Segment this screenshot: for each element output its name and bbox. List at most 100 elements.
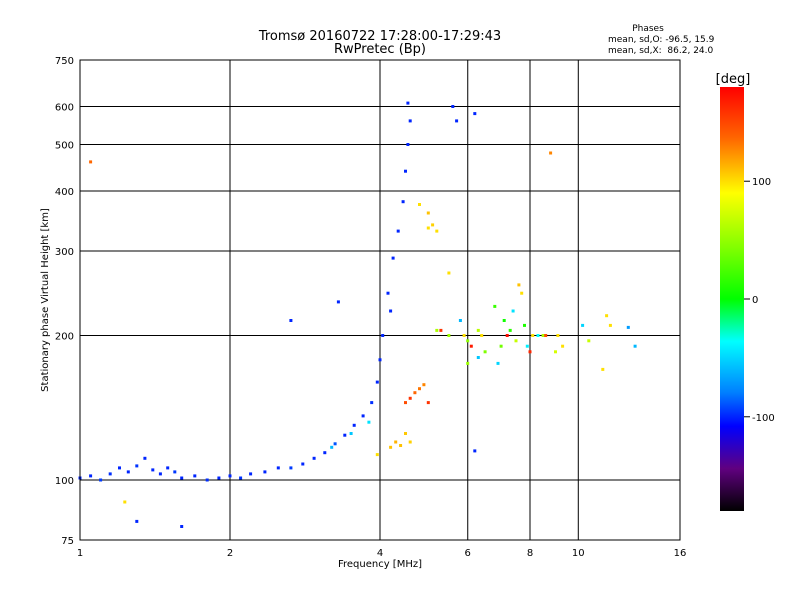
data-point	[493, 304, 497, 308]
data-point	[466, 339, 470, 343]
data-point	[123, 500, 127, 504]
data-point	[389, 445, 393, 449]
data-point	[418, 387, 421, 391]
data-point	[473, 112, 477, 116]
data-point	[375, 453, 379, 457]
data-point	[173, 470, 177, 474]
data-point	[601, 367, 605, 371]
data-point	[352, 423, 356, 427]
x-tick-label: 2	[227, 548, 233, 559]
data-point	[435, 328, 439, 332]
data-point	[418, 203, 421, 206]
data-point	[89, 474, 93, 478]
data-point	[476, 356, 480, 359]
data-point	[301, 462, 305, 466]
colorbar-tick-label: -100	[752, 413, 775, 424]
data-point	[466, 361, 470, 365]
data-point	[554, 350, 557, 354]
stats-line-x: mean, sd,X: 86.2, 24.0	[608, 46, 714, 56]
data-point	[531, 334, 535, 337]
data-point	[408, 119, 412, 123]
data-point	[126, 470, 130, 474]
data-point	[462, 334, 466, 337]
data-point	[330, 445, 334, 449]
data-point	[633, 344, 637, 348]
data-point	[343, 433, 347, 437]
data-point	[263, 470, 267, 474]
data-point	[404, 169, 407, 173]
data-point	[514, 339, 518, 343]
y-axis-label: Stationary phase Virtual Height [km]	[40, 208, 51, 392]
data-point	[520, 291, 524, 295]
data-point	[135, 464, 139, 468]
data-point	[406, 101, 410, 105]
x-tick-labels: 1 2 4 6 8 10 16	[77, 548, 687, 559]
data-point	[605, 314, 609, 318]
x-tick-label: 4	[377, 548, 383, 559]
data-point	[289, 319, 293, 322]
data-point	[508, 328, 512, 332]
y-tick-labels: 75 100 200 300 400 500 600 750	[55, 56, 74, 547]
data-point	[439, 328, 443, 332]
data-point	[367, 420, 371, 424]
x-axis-label: Frequency [MHz]	[338, 559, 422, 570]
data-point	[406, 143, 410, 146]
data-point	[289, 466, 293, 470]
y-tick-label: 75	[61, 536, 74, 547]
x-tick-label: 8	[527, 548, 533, 559]
data-point	[447, 271, 451, 275]
data-point	[408, 440, 412, 444]
plot-frame	[79, 59, 681, 541]
chart-title: Tromsø 20160722 17:28:00-17:29:43	[258, 29, 501, 44]
data-point	[108, 472, 112, 476]
data-point	[217, 476, 221, 480]
data-point	[239, 476, 243, 480]
data-point	[205, 478, 209, 482]
data-point	[99, 478, 103, 482]
data-point	[447, 334, 451, 337]
data-point	[541, 334, 545, 337]
data-point	[158, 472, 162, 476]
x-tick-label: 6	[465, 548, 471, 559]
data-point	[381, 334, 385, 337]
data-point	[517, 283, 521, 287]
data-point	[451, 105, 455, 108]
data-point	[394, 440, 398, 444]
data-point	[480, 334, 484, 337]
data-point	[458, 319, 462, 322]
data-point	[370, 401, 374, 405]
x-tick-label: 10	[572, 548, 585, 559]
data-point	[556, 334, 560, 337]
data-point	[483, 350, 487, 354]
data-point	[561, 344, 565, 348]
y-tick-label: 750	[55, 56, 74, 67]
data-point	[544, 334, 548, 337]
data-point	[426, 226, 430, 230]
data-point	[528, 350, 532, 354]
data-point	[166, 466, 170, 470]
data-point	[386, 291, 390, 295]
data-point	[249, 472, 253, 476]
data-point	[389, 309, 393, 313]
colorbar-tick-label: 0	[752, 295, 758, 306]
data-point	[426, 211, 430, 215]
data-point	[536, 334, 540, 337]
data-point	[435, 229, 439, 233]
data-point	[312, 456, 316, 460]
stats-line-o: mean, sd,O: -96.5, 15.9	[608, 35, 715, 45]
stats-heading: Phases	[632, 24, 664, 34]
data-point	[473, 449, 477, 453]
grid	[80, 60, 680, 540]
data-point	[180, 476, 184, 480]
y-tick-label: 100	[55, 476, 74, 487]
y-tick-label: 500	[55, 141, 74, 152]
data-point	[180, 525, 184, 528]
data-point	[135, 519, 139, 523]
data-point	[499, 344, 503, 348]
colorbar: [deg] 100 0 -100	[716, 72, 775, 511]
data-point	[361, 414, 365, 418]
data-point	[408, 396, 412, 400]
data-point	[404, 432, 407, 435]
colorbar-label: [deg]	[716, 72, 751, 87]
data-point	[431, 223, 435, 227]
